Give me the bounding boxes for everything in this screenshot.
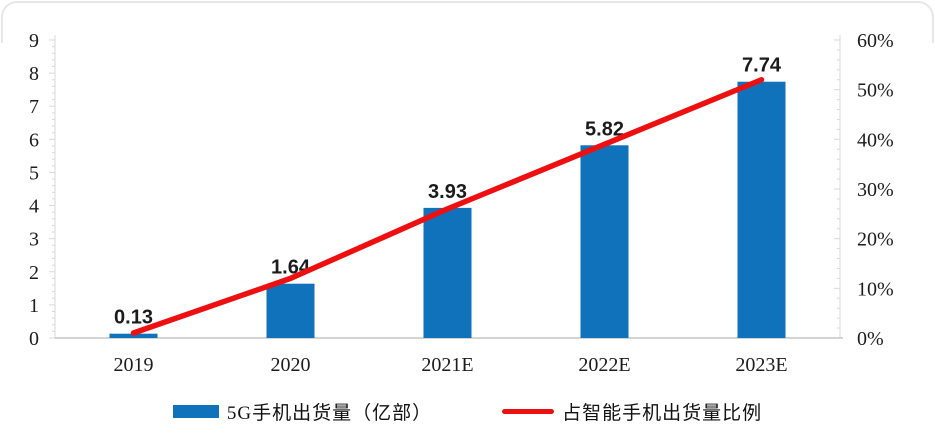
bar-2022E [580, 145, 629, 338]
bar-value-label: 5.82 [585, 118, 624, 140]
left-axis-tick-label: 6 [29, 129, 39, 151]
left-axis-tick-label: 5 [29, 162, 39, 184]
x-axis-category-label: 2022E [578, 354, 630, 376]
left-axis-tick-label: 0 [29, 328, 39, 350]
line-series-legend-label: 占智能手机出货量比例 [562, 403, 763, 424]
chart-legend: 5G手机出货量（亿部） 占智能手机出货量比例 [0, 398, 935, 425]
left-axis-tick-label: 1 [29, 295, 39, 317]
combo-chart-svg: 01234567890%10%20%30%40%50%60%0.131.643.… [29, 30, 894, 376]
right-axis-tick-label: 60% [857, 30, 894, 52]
ratio-line-series [130, 76, 765, 336]
left-axis-tick-label: 8 [29, 63, 39, 85]
right-axis-tick-label: 40% [857, 129, 894, 151]
left-axis-tick-label: 2 [29, 262, 39, 284]
bar-2020 [266, 283, 315, 338]
right-axis-tick-label: 30% [857, 179, 894, 201]
bar-value-label: 7.74 [742, 55, 782, 77]
x-axis-category-label: 2021E [421, 354, 473, 376]
right-axis-tick-label: 50% [857, 80, 894, 102]
x-axis-category-label: 2019 [114, 354, 154, 376]
x-axis-category-label: 2020 [271, 354, 311, 376]
left-axis-tick-label: 9 [29, 30, 39, 52]
left-axis-tick-label: 7 [29, 96, 39, 118]
bar-2019 [109, 333, 158, 338]
right-axis-tick-label: 20% [857, 229, 894, 251]
bar-value-label: 3.93 [428, 181, 467, 203]
chart-area: 0 1 2 3 4 5 6 7 8 9 0% 10% 20% 30% 40% 50% 60% 0.13 1.64 3.… [29, 30, 894, 376]
x-axis-category-label: 2023E [735, 354, 787, 376]
bar-2021E [423, 207, 472, 338]
bar-series-legend-label: 5G手机出货量（亿部） [226, 403, 433, 424]
legend-item-bar-series: 5G手机出货量（亿部） [172, 398, 433, 425]
bar-2023E [737, 81, 786, 338]
right-axis-tick-label: 10% [857, 278, 894, 300]
left-axis-tick-label: 3 [29, 229, 39, 251]
line-series-swatch-icon [502, 409, 555, 414]
bar-series-swatch-icon [172, 405, 219, 418]
legend-item-line-series: 占智能手机出货量比例 [502, 398, 762, 425]
right-axis-tick-label: 0% [857, 328, 884, 350]
bar-value-label: 0.13 [114, 307, 153, 329]
left-axis-tick-label: 4 [29, 196, 39, 218]
